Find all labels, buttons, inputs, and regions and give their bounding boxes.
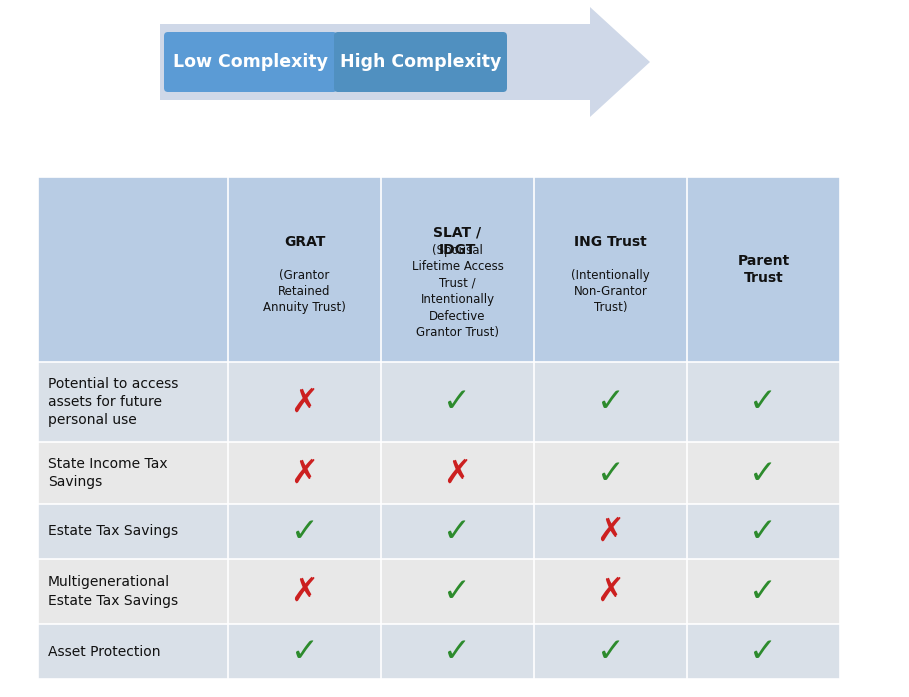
Text: ✓: ✓ <box>444 385 472 418</box>
Text: State Income Tax
Savings: State Income Tax Savings <box>48 457 167 489</box>
Bar <box>38 504 840 559</box>
Polygon shape <box>160 7 650 117</box>
FancyBboxPatch shape <box>164 32 337 92</box>
Text: ✓: ✓ <box>750 515 777 548</box>
Text: GRAT: GRAT <box>284 234 325 249</box>
Text: SLAT /
IDGT: SLAT / IDGT <box>434 226 482 257</box>
Text: ✗: ✗ <box>596 515 624 548</box>
Bar <box>38 442 840 504</box>
Text: ✓: ✓ <box>444 575 472 608</box>
Text: Asset Protection: Asset Protection <box>48 645 161 659</box>
Text: ✓: ✓ <box>750 385 777 418</box>
Text: ✗: ✗ <box>291 575 318 608</box>
Bar <box>38 177 840 362</box>
Text: ✗: ✗ <box>444 457 472 489</box>
Text: Parent
Trust: Parent Trust <box>737 254 790 285</box>
Text: ✓: ✓ <box>596 635 624 668</box>
Text: (Spousal
Lifetime Access
Trust /
Intentionally
Defective
Grantor Trust): (Spousal Lifetime Access Trust / Intenti… <box>412 244 504 339</box>
Text: Multigenerational
Estate Tax Savings: Multigenerational Estate Tax Savings <box>48 575 178 608</box>
Text: Potential to access
assets for future
personal use: Potential to access assets for future pe… <box>48 376 178 427</box>
Text: ✓: ✓ <box>750 635 777 668</box>
Text: ✓: ✓ <box>291 515 318 548</box>
Text: ✓: ✓ <box>750 575 777 608</box>
Text: ✗: ✗ <box>596 575 624 608</box>
Text: ✗: ✗ <box>291 457 318 489</box>
Text: ✓: ✓ <box>291 635 318 668</box>
Text: Low Complexity: Low Complexity <box>173 53 328 71</box>
Text: ✓: ✓ <box>596 385 624 418</box>
Text: (Intentionally
Non-Grantor
Trust): (Intentionally Non-Grantor Trust) <box>571 268 650 314</box>
Bar <box>38 624 840 679</box>
Text: ING Trust: ING Trust <box>574 234 647 249</box>
Bar <box>38 362 840 442</box>
Bar <box>38 559 840 624</box>
Text: ✓: ✓ <box>444 635 472 668</box>
Text: ✗: ✗ <box>291 385 318 418</box>
Text: (Grantor
Retained
Annuity Trust): (Grantor Retained Annuity Trust) <box>263 268 346 314</box>
FancyBboxPatch shape <box>334 32 507 92</box>
Text: ✓: ✓ <box>596 457 624 489</box>
Text: ✓: ✓ <box>750 457 777 489</box>
Text: Estate Tax Savings: Estate Tax Savings <box>48 525 178 539</box>
Text: High Complexity: High Complexity <box>340 53 501 71</box>
Text: ✓: ✓ <box>444 515 472 548</box>
